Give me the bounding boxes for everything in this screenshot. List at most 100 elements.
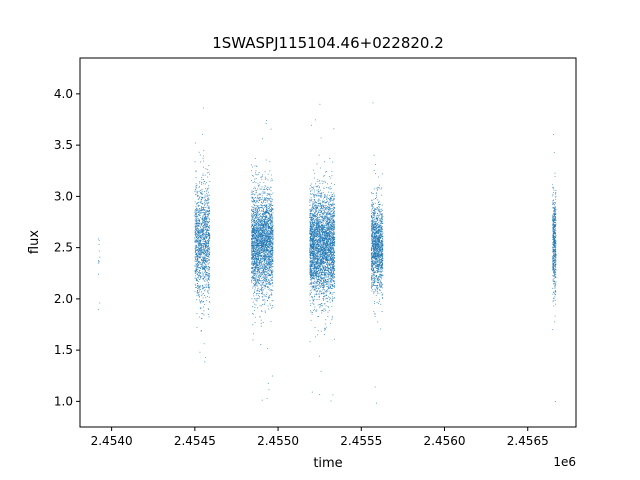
data-point	[255, 222, 257, 224]
data-point	[203, 230, 205, 232]
data-point	[269, 266, 271, 268]
data-point	[201, 218, 203, 220]
data-point	[256, 165, 258, 167]
data-point	[202, 230, 204, 232]
data-point	[207, 308, 209, 310]
data-point	[265, 269, 267, 271]
data-point	[261, 267, 263, 269]
data-point	[201, 271, 203, 273]
data-point	[266, 252, 268, 254]
data-point	[253, 207, 255, 209]
data-point	[255, 266, 257, 268]
data-point	[270, 254, 272, 256]
data-point	[200, 254, 202, 256]
data-point	[252, 241, 254, 243]
data-point	[258, 269, 260, 271]
data-point	[323, 200, 325, 202]
data-point	[202, 158, 204, 160]
data-point	[259, 199, 261, 201]
data-point	[260, 177, 262, 179]
data-point	[197, 286, 199, 288]
data-point	[208, 247, 210, 249]
data-point	[200, 192, 202, 194]
data-point	[205, 240, 207, 242]
data-point	[198, 244, 200, 246]
data-point	[324, 295, 326, 297]
data-point	[264, 271, 266, 273]
data-point	[200, 248, 202, 250]
data-point	[206, 272, 208, 274]
data-point	[266, 254, 268, 256]
data-point	[272, 239, 274, 241]
data-point	[323, 308, 325, 310]
data-point	[263, 232, 265, 234]
data-point	[195, 224, 197, 226]
data-point	[263, 214, 265, 216]
data-point	[271, 213, 273, 215]
data-point	[270, 269, 272, 271]
data-point	[265, 271, 267, 273]
data-point	[271, 375, 273, 377]
data-point	[203, 149, 205, 151]
data-point	[201, 291, 202, 293]
data-point	[203, 155, 205, 157]
data-point	[259, 305, 261, 307]
data-point	[268, 218, 270, 220]
data-point	[269, 283, 270, 285]
data-point	[272, 274, 274, 276]
data-point	[206, 243, 208, 245]
data-point	[270, 200, 272, 202]
data-point	[251, 235, 253, 237]
data-point	[206, 206, 208, 208]
data-point	[202, 246, 204, 248]
data-point	[269, 170, 271, 172]
data-point	[208, 296, 210, 298]
data-point	[194, 219, 196, 221]
data-point	[269, 220, 271, 222]
data-point	[206, 209, 208, 211]
data-point	[267, 220, 269, 222]
data-point	[328, 309, 330, 311]
data-point	[266, 205, 268, 207]
data-point	[254, 181, 256, 183]
data-point	[208, 211, 210, 213]
data-point	[203, 343, 205, 345]
data-point	[268, 237, 270, 239]
data-point	[260, 325, 262, 327]
data-point	[271, 215, 273, 217]
data-point	[255, 304, 257, 306]
data-point	[265, 245, 267, 247]
data-point	[196, 195, 198, 197]
data-point	[271, 294, 273, 296]
data-point	[271, 217, 273, 219]
data-point	[208, 267, 210, 269]
data-point	[207, 213, 209, 215]
data-point	[257, 232, 259, 234]
data-point	[196, 208, 198, 210]
data-point	[208, 251, 210, 253]
data-point	[196, 250, 198, 252]
data-point	[196, 327, 198, 329]
data-point	[254, 274, 256, 276]
data-point	[252, 286, 254, 288]
data-point	[252, 182, 254, 184]
data-point	[265, 255, 267, 257]
data-point	[201, 224, 203, 226]
data-point	[269, 270, 271, 272]
data-point	[264, 238, 266, 240]
data-point	[251, 228, 253, 230]
data-point	[252, 339, 254, 341]
data-point	[205, 191, 207, 193]
data-point	[204, 183, 206, 185]
data-point	[203, 258, 204, 260]
data-point	[271, 220, 273, 222]
data-point	[200, 247, 202, 249]
data-point	[194, 189, 196, 191]
data-point	[270, 232, 272, 234]
data-point	[204, 174, 206, 176]
data-point	[195, 269, 197, 271]
data-point	[309, 272, 311, 274]
data-point	[198, 232, 200, 234]
data-point	[263, 269, 265, 271]
data-point	[266, 233, 268, 235]
